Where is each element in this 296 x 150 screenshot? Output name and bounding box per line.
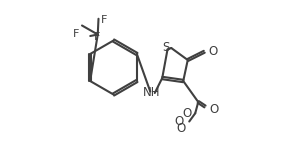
Text: O: O [210,103,219,116]
Text: O: O [209,45,218,58]
Text: F: F [101,15,107,25]
Text: F: F [73,28,80,39]
Text: O: O [176,123,186,135]
Text: O: O [174,115,183,128]
Text: S: S [162,42,170,54]
Text: NH: NH [143,87,160,99]
Text: F: F [94,33,100,42]
Text: O: O [182,107,192,120]
